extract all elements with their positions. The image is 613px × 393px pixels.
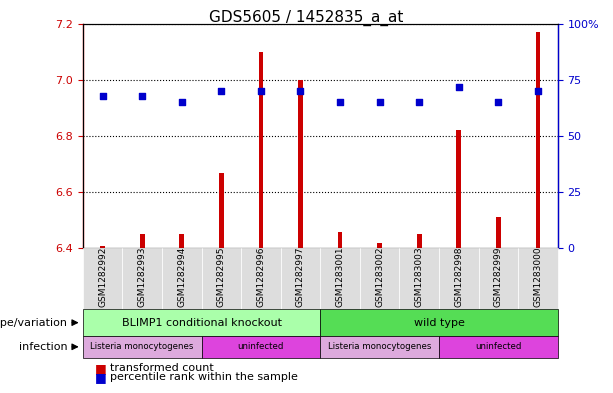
Text: genotype/variation: genotype/variation: [0, 318, 67, 328]
Point: [256, 88, 266, 94]
Bar: [180, 234, 184, 248]
Point: [216, 88, 226, 94]
Text: wild type: wild type: [414, 318, 465, 328]
Point: [375, 99, 384, 105]
Text: GSM1282999: GSM1282999: [494, 247, 503, 307]
Text: percentile rank within the sample: percentile rank within the sample: [110, 372, 298, 382]
Bar: [457, 130, 461, 248]
Bar: [219, 173, 224, 248]
Point: [493, 99, 503, 105]
Point: [454, 83, 464, 90]
Text: GSM1283003: GSM1283003: [415, 247, 424, 307]
Point: [533, 88, 543, 94]
Bar: [140, 234, 145, 248]
Point: [295, 88, 305, 94]
Text: GSM1283001: GSM1283001: [335, 247, 345, 307]
Point: [137, 92, 147, 99]
Point: [414, 99, 424, 105]
Text: GSM1282996: GSM1282996: [256, 247, 265, 307]
Point: [177, 99, 186, 105]
Text: ■: ■: [95, 371, 107, 384]
Bar: [417, 234, 422, 248]
Point: [335, 99, 345, 105]
Bar: [496, 217, 501, 248]
Text: GSM1282993: GSM1282993: [138, 247, 147, 307]
Bar: [259, 52, 264, 248]
Text: GSM1283000: GSM1283000: [533, 247, 543, 307]
Text: GDS5605 / 1452835_a_at: GDS5605 / 1452835_a_at: [209, 10, 404, 26]
Bar: [100, 246, 105, 248]
Text: transformed count: transformed count: [110, 363, 214, 373]
Text: GSM1282992: GSM1282992: [98, 247, 107, 307]
Text: BLIMP1 conditional knockout: BLIMP1 conditional knockout: [121, 318, 281, 328]
Point: [97, 92, 107, 99]
Text: ■: ■: [95, 362, 107, 375]
Text: infection: infection: [19, 342, 67, 352]
Text: GSM1282995: GSM1282995: [217, 247, 226, 307]
Text: Listeria monocytogenes: Listeria monocytogenes: [328, 342, 432, 351]
Text: GSM1282998: GSM1282998: [454, 247, 463, 307]
Text: GSM1282997: GSM1282997: [296, 247, 305, 307]
Text: uninfected: uninfected: [238, 342, 284, 351]
Text: GSM1283002: GSM1283002: [375, 247, 384, 307]
Text: uninfected: uninfected: [475, 342, 522, 351]
Text: GSM1282994: GSM1282994: [177, 247, 186, 307]
Bar: [298, 80, 303, 248]
Bar: [378, 243, 382, 248]
Text: Listeria monocytogenes: Listeria monocytogenes: [91, 342, 194, 351]
Bar: [536, 32, 541, 248]
Bar: [338, 231, 343, 248]
